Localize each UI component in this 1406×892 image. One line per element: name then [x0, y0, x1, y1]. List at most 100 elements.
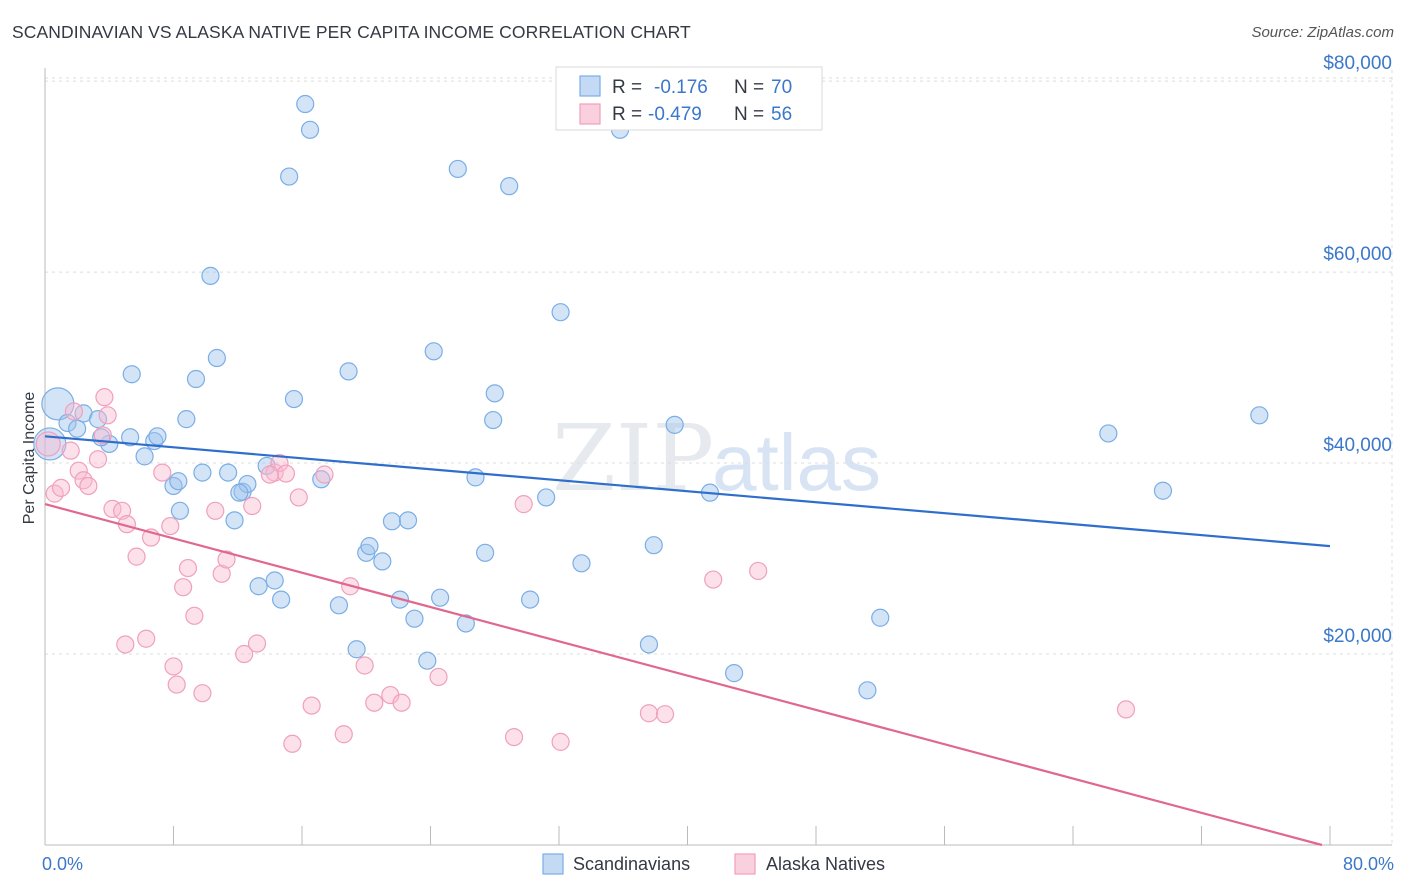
- legend-r-value-2: -0.479: [648, 104, 702, 125]
- point-alaska-natives: [112, 501, 132, 520]
- point-scandinavians: [466, 468, 485, 487]
- point-scandinavians: [265, 571, 284, 590]
- point-alaska-natives: [64, 402, 84, 421]
- point-alaska-natives: [504, 727, 524, 747]
- point-alaska-natives: [639, 704, 659, 723]
- watermark-zip: ZIP: [552, 405, 714, 512]
- y-tick-label: $80,000: [1323, 53, 1392, 74]
- point-alaska-natives: [161, 516, 180, 536]
- trend-lines: [44, 435, 1331, 847]
- point-scandinavians: [329, 596, 349, 615]
- point-scandinavians: [418, 651, 437, 670]
- point-scandinavians: [296, 94, 315, 114]
- point-alaska-natives: [178, 558, 198, 578]
- point-alaska-natives: [551, 732, 570, 751]
- point-scandinavians: [431, 588, 450, 607]
- axes: [44, 68, 1392, 846]
- y-tick-label: $60,000: [1323, 244, 1392, 265]
- point-alaska-natives: [243, 496, 262, 516]
- point-alaska-natives: [51, 478, 71, 497]
- legend-swatch-alaska-natives: [579, 103, 601, 125]
- bottom-legend-swatch-scandinavians: [542, 853, 564, 875]
- point-scandinavians: [456, 614, 475, 633]
- point-alaska-natives: [212, 564, 231, 583]
- point-scandinavians: [500, 177, 519, 196]
- bottom-legend-alaska-natives: Alaska Natives: [766, 854, 885, 874]
- watermark-atlas: atlas: [712, 418, 881, 507]
- point-scandinavians: [382, 512, 402, 531]
- point-scandinavians: [448, 159, 467, 179]
- point-scandinavians: [572, 554, 591, 573]
- point-scandinavians: [135, 447, 154, 466]
- point-alaska-natives: [365, 693, 384, 712]
- trend-line-alaska-natives: [44, 503, 1323, 847]
- point-scandinavians: [272, 590, 291, 609]
- point-scandinavians: [284, 389, 304, 409]
- point-scandinavians: [405, 609, 424, 628]
- point-alaska-natives: [235, 644, 254, 664]
- point-alaska-natives: [127, 547, 146, 566]
- point-scandinavians: [537, 488, 556, 507]
- point-alaska-natives: [95, 388, 114, 407]
- point-alaska-natives: [217, 550, 236, 569]
- legend-swatch-scandinavians: [579, 75, 601, 97]
- point-scandinavians: [68, 419, 87, 438]
- point-alaska-natives: [164, 657, 183, 676]
- point-alaska-natives: [302, 696, 321, 715]
- point-scandinavians: [665, 415, 684, 434]
- point-scandinavians: [169, 472, 188, 491]
- point-alaska-natives: [116, 635, 135, 654]
- point-scandinavians: [858, 681, 877, 700]
- bottom-legend-swatch-alaska-natives: [734, 853, 756, 875]
- chart-title: SCANDINAVIAN VS ALASKA NATIVE PER CAPITA…: [12, 22, 691, 42]
- point-scandinavians: [58, 413, 77, 433]
- legend-n-label-2: N =: [734, 104, 764, 125]
- point-alaska-natives: [749, 561, 768, 581]
- point-scandinavians: [201, 266, 220, 285]
- point-alaska-natives: [185, 606, 204, 625]
- point-alaska-natives: [247, 634, 267, 653]
- point-alaska-natives: [69, 461, 88, 480]
- series-alaska-natives: [35, 388, 1136, 753]
- point-scandinavians: [177, 410, 196, 429]
- point-alaska-natives: [79, 476, 98, 496]
- series-legend: Scandinavians Alaska Natives: [542, 853, 885, 875]
- point-alaska-natives: [283, 734, 302, 753]
- point-scandinavians: [249, 577, 268, 596]
- y-axis-label: Per Capita Income: [21, 392, 38, 525]
- point-scandinavians: [485, 384, 504, 403]
- point-scandinavians: [476, 543, 495, 562]
- point-scandinavians: [347, 640, 366, 659]
- point-alaska-natives: [153, 463, 172, 482]
- point-scandinavians: [1153, 481, 1173, 500]
- x-tick-label-max: 80.0%: [1343, 854, 1394, 874]
- point-alaska-natives: [74, 471, 93, 490]
- source-credit: Source: ZipAtlas.com: [1251, 24, 1394, 41]
- series-scandinavians: [33, 94, 1269, 700]
- point-alaska-natives: [93, 426, 112, 445]
- y-tick-label: $20,000: [1323, 626, 1392, 647]
- point-scandinavians: [225, 511, 244, 530]
- point-alaska-natives: [514, 495, 533, 514]
- point-scandinavians: [398, 511, 418, 530]
- point-alaska-natives: [289, 488, 308, 507]
- legend-r-label-2: R =: [612, 104, 642, 125]
- point-alaska-natives: [429, 667, 448, 687]
- point-alaska-natives: [334, 725, 353, 744]
- point-scandinavians: [170, 501, 190, 520]
- point-alaska-natives: [392, 693, 411, 712]
- point-scandinavians: [724, 664, 744, 683]
- point-scandinavians: [360, 537, 379, 556]
- trend-line-scandinavians: [44, 435, 1331, 548]
- point-alaska-natives: [704, 570, 723, 589]
- legend-r-label-1: R =: [612, 77, 642, 98]
- point-scandinavians: [1250, 406, 1269, 425]
- point-scandinavians: [639, 635, 659, 654]
- point-alaska-natives: [260, 465, 279, 484]
- point-scandinavians: [193, 463, 212, 482]
- point-scandinavians: [871, 608, 890, 627]
- point-scandinavians: [121, 428, 140, 447]
- bottom-legend-scandinavians: Scandinavians: [573, 854, 690, 874]
- point-alaska-natives: [167, 675, 186, 694]
- point-alaska-natives: [88, 450, 108, 469]
